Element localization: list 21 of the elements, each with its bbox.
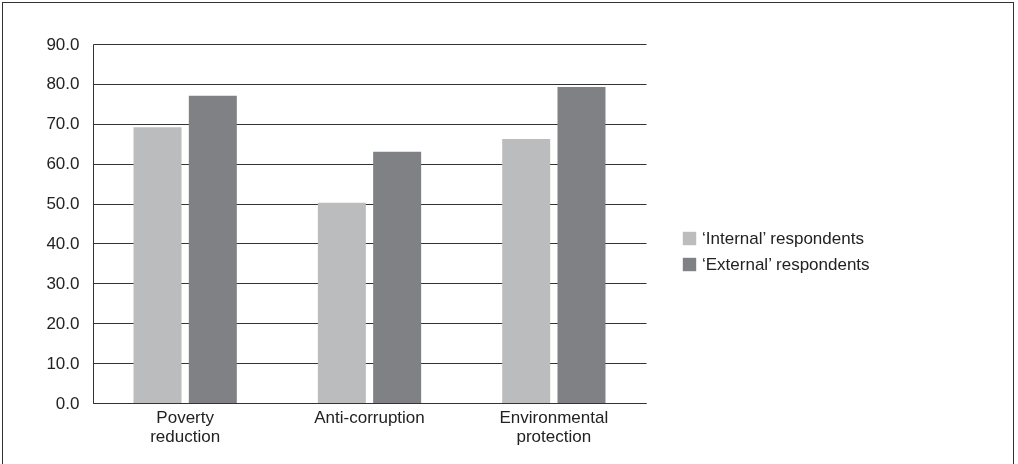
y-tick-label: 10.0 [46,353,80,373]
y-tick-label: 90.0 [46,34,80,54]
y-tick-label: 80.0 [46,74,80,94]
bar [188,95,237,403]
y-tick-label: 30.0 [46,273,80,293]
legend-label: ‘External’ respondents [702,254,870,274]
y-tick-label: 50.0 [46,194,80,214]
x-tick-label: Poverty reduction [150,407,221,446]
bar [133,127,182,403]
bar [557,87,606,403]
y-tick-label: 70.0 [46,114,80,134]
x-tick-label: Anti-corruption [314,407,425,427]
y-tick-label: 60.0 [46,154,80,174]
bar [373,151,422,403]
y-tick-label: 40.0 [46,233,80,253]
bar [502,138,551,403]
y-tick-label: 20.0 [46,313,80,333]
bar [317,202,366,403]
x-tick-label: Environmental protection [499,407,609,446]
y-tick-label: 0.0 [55,393,80,413]
legend-label: ‘Internal’ respondents [702,228,864,248]
